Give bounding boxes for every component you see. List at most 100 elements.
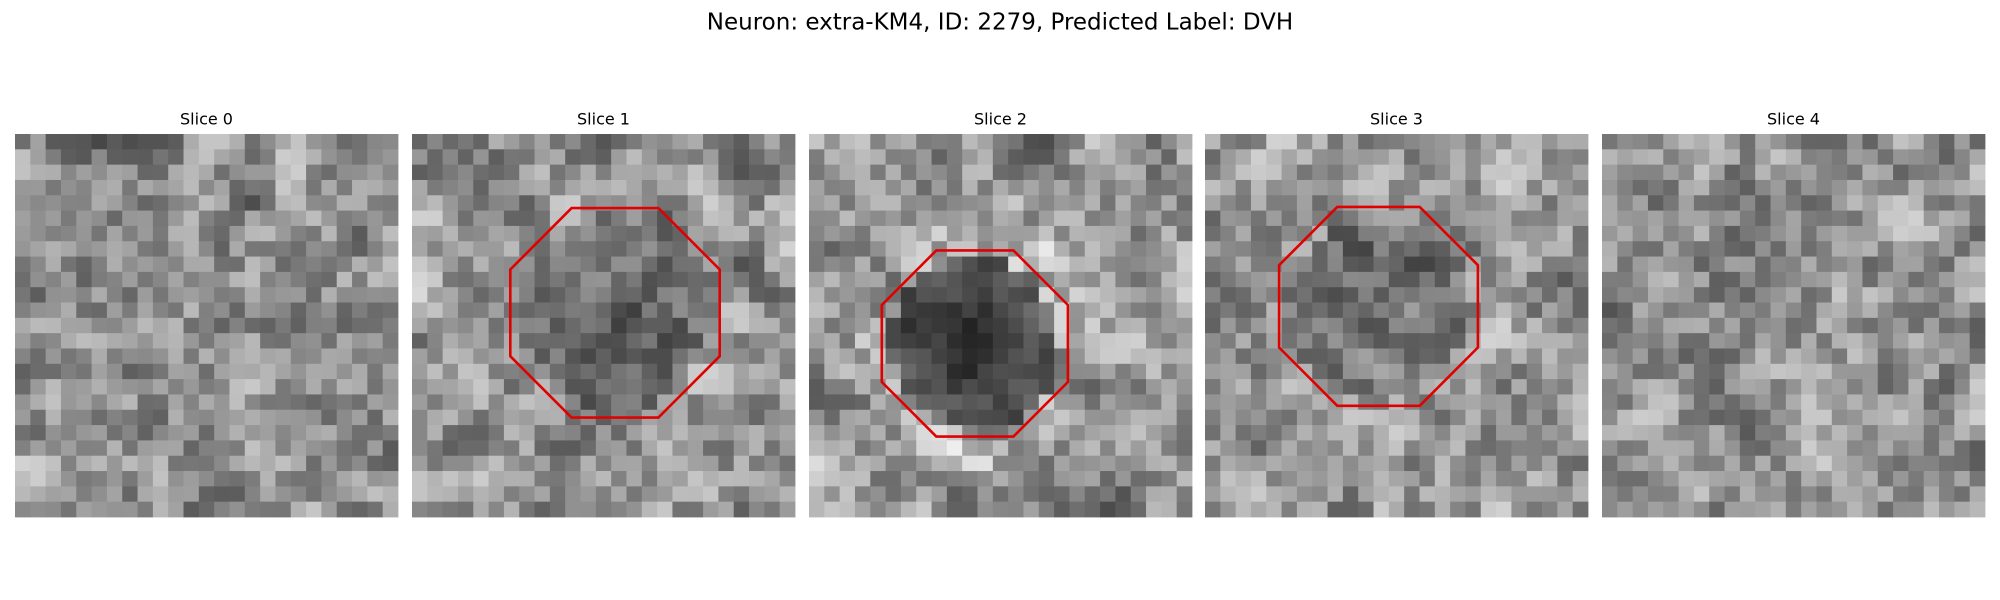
pixel xyxy=(1526,256,1543,273)
pixel xyxy=(1054,149,1070,166)
pixel xyxy=(1526,333,1543,349)
pixel xyxy=(1693,379,1710,395)
pixel xyxy=(60,179,77,196)
pixel xyxy=(275,256,292,273)
pixel xyxy=(488,134,505,150)
pixel xyxy=(1250,241,1267,257)
pixel xyxy=(626,363,643,380)
pixel xyxy=(1862,394,1879,411)
pixel xyxy=(779,379,796,395)
pixel xyxy=(1176,287,1193,303)
pixel xyxy=(1602,425,1618,441)
pixel xyxy=(1358,486,1374,503)
pixel xyxy=(962,348,978,365)
pixel xyxy=(382,363,399,380)
pixel xyxy=(152,425,169,441)
pixel xyxy=(992,210,1009,227)
pixel xyxy=(1557,302,1574,319)
pixel xyxy=(839,471,856,487)
pixel xyxy=(1816,363,1833,380)
pixel xyxy=(1084,271,1101,288)
pixel xyxy=(152,225,169,242)
slice-image xyxy=(412,134,796,518)
pixel xyxy=(1617,317,1634,334)
pixel xyxy=(321,486,338,503)
pixel xyxy=(1893,486,1909,503)
pixel xyxy=(595,179,612,196)
pixel xyxy=(91,195,108,211)
pixel xyxy=(1312,287,1328,303)
pixel xyxy=(885,363,902,380)
pixel xyxy=(1419,394,1436,411)
pixel xyxy=(916,134,932,150)
pixel xyxy=(1617,455,1634,472)
pixel xyxy=(1724,287,1741,303)
pixel xyxy=(749,195,765,211)
pixel xyxy=(45,394,62,411)
pixel xyxy=(1739,287,1756,303)
pixel xyxy=(1908,333,1925,349)
pixel xyxy=(382,210,399,227)
slice-title: Slice 3 xyxy=(1370,110,1423,129)
pixel xyxy=(183,241,200,257)
pixel xyxy=(1296,271,1313,288)
pixel xyxy=(168,425,184,441)
pixel xyxy=(1647,164,1664,181)
pixel xyxy=(244,409,261,426)
pixel xyxy=(1054,225,1070,242)
pixel xyxy=(764,256,781,273)
pixel xyxy=(473,333,489,349)
pixel xyxy=(214,471,230,487)
pixel xyxy=(1404,195,1420,211)
pixel xyxy=(672,425,689,441)
pixel xyxy=(214,271,230,288)
pixel xyxy=(1908,348,1925,365)
pixel xyxy=(229,225,246,242)
pixel xyxy=(412,455,428,472)
pixel xyxy=(854,195,871,211)
pixel xyxy=(122,379,138,395)
pixel xyxy=(703,455,719,472)
pixel xyxy=(1419,379,1436,395)
pixel xyxy=(76,256,92,273)
pixel xyxy=(1893,455,1909,472)
pixel xyxy=(580,317,597,334)
pixel xyxy=(412,134,428,150)
pixel xyxy=(1831,440,1848,457)
pixel xyxy=(106,501,123,518)
pixel xyxy=(427,501,444,518)
pixel xyxy=(549,164,566,181)
pixel xyxy=(1526,241,1543,257)
pixel xyxy=(457,210,474,227)
pixel xyxy=(1862,302,1879,319)
pixel xyxy=(1176,501,1193,518)
pixel xyxy=(488,394,505,411)
pixel xyxy=(1785,210,1802,227)
pixel xyxy=(1542,394,1558,411)
pixel xyxy=(1266,486,1282,503)
pixel xyxy=(1115,317,1132,334)
pixel xyxy=(519,486,535,503)
pixel xyxy=(1647,440,1664,457)
pixel xyxy=(1770,409,1787,426)
pixel xyxy=(1893,394,1909,411)
pixel xyxy=(1373,317,1390,334)
pixel xyxy=(1084,179,1101,196)
pixel xyxy=(519,455,535,472)
pixel xyxy=(152,241,169,257)
pixel xyxy=(1770,149,1787,166)
pixel xyxy=(473,440,489,457)
pixel xyxy=(1100,471,1116,487)
pixel xyxy=(1526,164,1543,181)
pixel xyxy=(1220,302,1237,319)
pixel xyxy=(1342,256,1359,273)
pixel xyxy=(1693,501,1710,518)
pixel xyxy=(1419,317,1436,334)
pixel xyxy=(764,179,781,196)
pixel xyxy=(1663,164,1679,181)
pixel xyxy=(1266,440,1282,457)
pixel xyxy=(1862,271,1879,288)
pixel xyxy=(60,440,77,457)
pixel xyxy=(1100,149,1116,166)
pixel xyxy=(1954,471,1971,487)
